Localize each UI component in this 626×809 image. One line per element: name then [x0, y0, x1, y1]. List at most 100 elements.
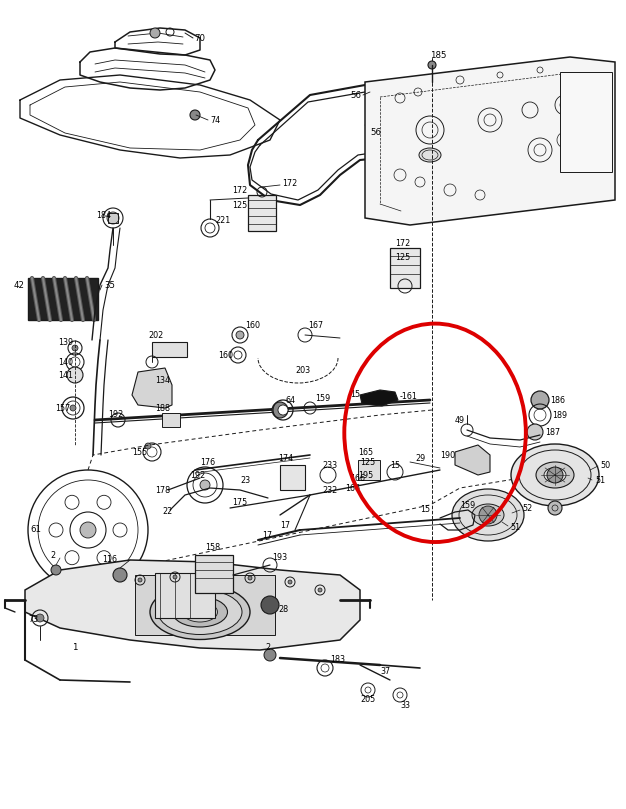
Text: 134: 134 [155, 375, 170, 384]
Circle shape [72, 345, 78, 351]
Circle shape [479, 506, 497, 524]
Circle shape [70, 405, 76, 411]
Text: 195: 195 [358, 471, 373, 480]
Text: 64: 64 [285, 396, 295, 404]
Text: 125: 125 [395, 253, 410, 262]
Text: 139: 139 [58, 337, 73, 346]
Text: 37: 37 [380, 667, 390, 676]
Ellipse shape [158, 590, 242, 634]
Text: 35: 35 [104, 281, 115, 290]
Text: 172: 172 [282, 179, 297, 188]
Text: 15: 15 [390, 460, 400, 469]
Text: 140: 140 [58, 358, 73, 366]
Text: 190: 190 [440, 451, 455, 460]
Text: 15: 15 [350, 389, 360, 399]
Text: 202: 202 [148, 331, 163, 340]
Text: 189: 189 [552, 410, 567, 420]
Ellipse shape [150, 584, 250, 639]
Text: 51: 51 [595, 476, 605, 485]
Text: 203: 203 [295, 366, 310, 375]
Text: 160: 160 [218, 350, 233, 359]
Circle shape [261, 596, 279, 614]
Text: 1: 1 [72, 643, 78, 653]
Text: 17: 17 [280, 520, 290, 530]
Text: 141: 141 [58, 371, 73, 379]
Text: 158: 158 [205, 544, 220, 553]
Text: 17: 17 [262, 531, 272, 540]
Ellipse shape [183, 602, 217, 622]
Text: 160: 160 [245, 320, 260, 329]
Bar [155, 573, 215, 618]
Text: 174: 174 [278, 454, 293, 463]
Circle shape [200, 480, 210, 490]
Text: 185: 185 [430, 50, 446, 60]
Text: 205: 205 [360, 696, 375, 705]
Text: 233: 233 [322, 460, 337, 469]
Text: 184: 184 [96, 210, 111, 219]
Text: 33: 33 [400, 701, 410, 709]
Text: 155: 155 [132, 447, 147, 456]
Circle shape [150, 28, 160, 38]
Polygon shape [455, 445, 490, 475]
Polygon shape [365, 57, 615, 225]
Text: 165: 165 [358, 447, 373, 456]
Text: 15: 15 [420, 506, 430, 515]
Circle shape [531, 391, 549, 409]
Text: 23: 23 [240, 476, 250, 485]
Ellipse shape [472, 504, 504, 526]
Text: 193: 193 [272, 553, 287, 562]
Text: 50: 50 [600, 460, 610, 469]
Text: 116: 116 [102, 556, 117, 565]
Ellipse shape [536, 462, 574, 488]
Bar [162, 413, 180, 427]
Circle shape [236, 331, 244, 339]
Polygon shape [132, 368, 172, 408]
Bar [135, 575, 275, 635]
Text: 51: 51 [510, 523, 520, 532]
Text: 2: 2 [265, 643, 270, 653]
Circle shape [113, 568, 127, 582]
Text: 56: 56 [370, 128, 381, 137]
Circle shape [428, 61, 436, 69]
Text: 186: 186 [550, 396, 565, 404]
Text: 175: 175 [232, 498, 247, 506]
Bar [390, 248, 420, 288]
Ellipse shape [511, 444, 599, 506]
Bar [28, 278, 98, 320]
Text: 22: 22 [162, 507, 172, 516]
Text: 221: 221 [215, 215, 230, 225]
Circle shape [318, 588, 322, 592]
Text: 166: 166 [345, 484, 360, 493]
Text: 176: 176 [200, 458, 215, 467]
Circle shape [51, 565, 61, 575]
Text: 167: 167 [308, 320, 323, 329]
Text: 188: 188 [155, 404, 170, 413]
Bar [248, 195, 276, 231]
Ellipse shape [173, 597, 227, 627]
Text: 172: 172 [232, 185, 247, 194]
Text: 29: 29 [415, 454, 425, 463]
Circle shape [278, 405, 288, 415]
Circle shape [145, 443, 151, 449]
Text: 192: 192 [190, 471, 205, 480]
Circle shape [67, 367, 83, 383]
Circle shape [272, 402, 288, 418]
Text: 74: 74 [210, 116, 220, 125]
Text: 125: 125 [360, 458, 375, 467]
Circle shape [190, 110, 200, 120]
Bar [108, 213, 118, 223]
Ellipse shape [452, 489, 524, 541]
Text: 28: 28 [278, 605, 288, 615]
Circle shape [173, 575, 177, 579]
Text: 49: 49 [455, 416, 465, 425]
Circle shape [138, 578, 142, 582]
Text: 183: 183 [330, 655, 345, 664]
Text: 73: 73 [28, 616, 38, 625]
Polygon shape [360, 390, 398, 406]
Bar [195, 555, 233, 593]
Circle shape [288, 580, 292, 584]
Ellipse shape [544, 468, 566, 482]
Circle shape [264, 649, 276, 661]
Text: 52: 52 [522, 503, 532, 512]
Polygon shape [25, 560, 360, 650]
